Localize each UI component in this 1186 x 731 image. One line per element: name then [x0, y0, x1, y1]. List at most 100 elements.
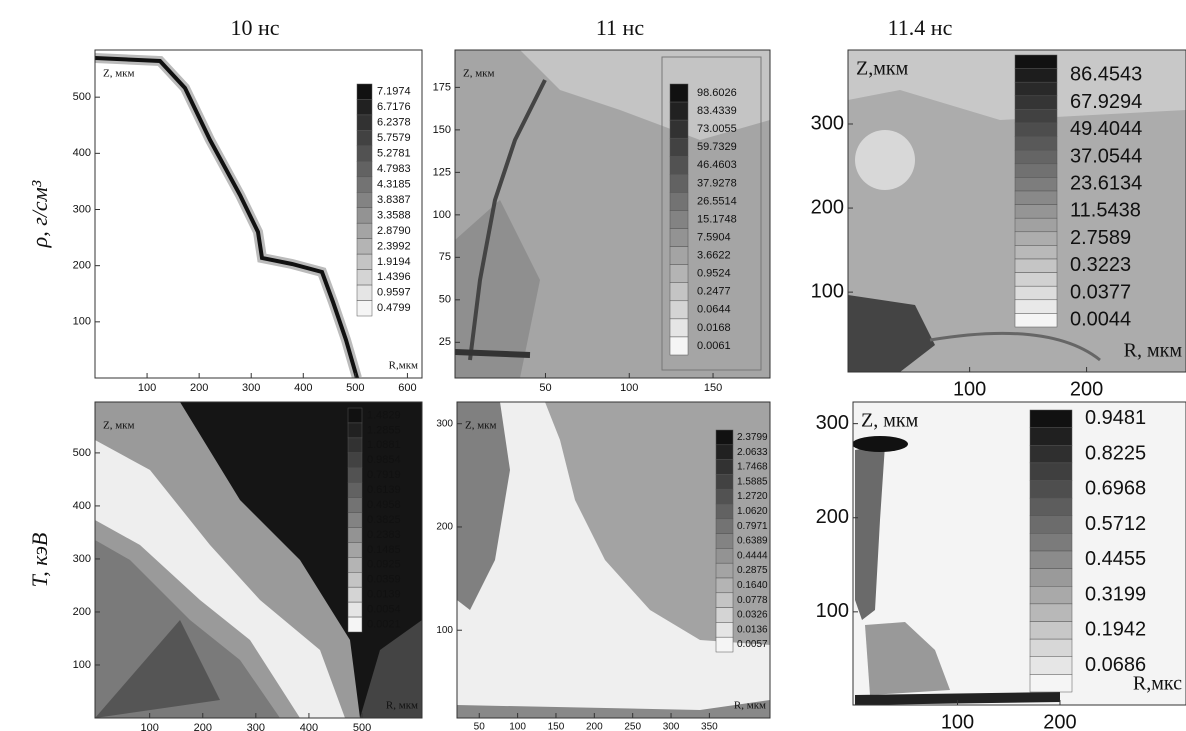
colorbar-segment	[1014, 258, 1058, 273]
colorbar-label: 1.2855	[367, 424, 401, 436]
column-title: 11.4 нс	[888, 15, 953, 40]
colorbar-label: 0.1640	[737, 580, 768, 591]
colorbar-segment	[356, 130, 373, 147]
colorbar-label: 1.0620	[737, 506, 768, 517]
y-tick-label: 125	[433, 166, 451, 178]
colorbar-label: 1.5885	[737, 476, 768, 487]
y-tick-label: 300	[811, 112, 844, 134]
colorbar-label: 0.0377	[1070, 281, 1131, 303]
colorbar-label: 0.0359	[367, 574, 401, 586]
colorbar-segment	[347, 482, 363, 498]
contour-field	[455, 50, 770, 378]
colorbar-label: 4.7983	[377, 163, 411, 175]
colorbar-label: 7.5904	[697, 231, 731, 243]
x-tick-label: 500	[353, 722, 371, 731]
x-tick-label: 100	[509, 722, 526, 731]
x-tick-label: 50	[474, 722, 486, 731]
colorbar-label: 5.2781	[377, 148, 411, 160]
colorbar-segment	[669, 282, 689, 302]
y-tick-label: 100	[73, 316, 91, 328]
y-tick-label: 25	[439, 336, 451, 348]
contour-field	[95, 50, 422, 378]
colorbar-label: 6.7176	[377, 101, 411, 113]
x-tick-label: 100	[140, 722, 158, 731]
colorbar-label: 7.1974	[377, 86, 411, 98]
colorbar-label: 0.3825	[367, 514, 401, 526]
colorbar-segment	[347, 527, 363, 543]
colorbar-segment	[715, 607, 734, 623]
colorbar-segment	[356, 284, 373, 301]
colorbar-segment	[356, 238, 373, 255]
y-axis-label: Z, мкм	[861, 410, 919, 432]
x-tick-label: 400	[294, 382, 312, 394]
y-tick-label: 100	[73, 659, 91, 671]
colorbar-segment	[347, 616, 363, 633]
colorbar-label: 37.0544	[1070, 145, 1142, 167]
colorbar-segment	[715, 636, 734, 653]
colorbar-label: 0.0778	[737, 595, 768, 606]
y-axis-label: Z, мкм	[103, 68, 135, 80]
colorbar-label: 0.0044	[1070, 308, 1131, 330]
colorbar-label: 0.0057	[737, 639, 768, 650]
y-tick-label: 75	[439, 251, 451, 263]
colorbar-label: 0.6389	[737, 536, 768, 547]
colorbar-segment	[1014, 136, 1058, 151]
colorbar-segment	[347, 497, 363, 513]
colorbar-label: 0.7919	[367, 469, 401, 481]
colorbar-segment	[715, 459, 734, 475]
x-tick-label: 400	[300, 722, 318, 731]
colorbar-segment	[356, 161, 373, 178]
colorbar-label: 0.0686	[1085, 654, 1146, 676]
colorbar-label: 0.0326	[737, 610, 768, 621]
colorbar-segment	[715, 533, 734, 549]
column-title: 11 нс	[596, 15, 644, 40]
colorbar-label: 0.3199	[1085, 583, 1146, 605]
colorbar-segment	[715, 429, 734, 446]
colorbar-segment	[1029, 656, 1073, 675]
colorbar-label: 98.6026	[697, 87, 737, 99]
colorbar-segment	[715, 474, 734, 490]
colorbar-segment	[1029, 497, 1073, 516]
colorbar-label: 86.4543	[1070, 64, 1142, 86]
colorbar-label: 0.6968	[1085, 478, 1146, 500]
colorbar-label: 3.3588	[377, 209, 411, 221]
colorbar-segment	[1014, 122, 1058, 137]
colorbar-label: 0.5712	[1085, 513, 1146, 535]
colorbar-label: 0.4444	[737, 550, 768, 561]
colorbar-segment	[356, 207, 373, 224]
colorbar-segment	[1014, 163, 1058, 178]
y-tick-label: 300	[816, 412, 849, 434]
x-tick-label: 300	[247, 722, 265, 731]
colorbar-segment	[669, 336, 689, 356]
contour-field	[95, 402, 422, 718]
colorbar-segment	[1014, 204, 1058, 219]
colorbar-segment	[669, 300, 689, 320]
panel-frames	[94, 49, 1186, 719]
row-label: ρ, г/см³	[27, 180, 52, 248]
colorbar-segment	[1029, 409, 1073, 428]
colorbar-segment	[669, 210, 689, 229]
colorbar-segment	[356, 269, 373, 286]
colorbar-segment	[347, 422, 363, 439]
x-tick-label: 200	[1070, 378, 1103, 400]
x-tick-label: 500	[346, 382, 364, 394]
colorbar-segment	[356, 99, 373, 116]
row-label: T, кэВ	[27, 533, 52, 588]
colorbar-label: 1.4829	[367, 409, 401, 421]
colorbar-segment	[715, 548, 734, 564]
colorbar-label: 1.4396	[377, 271, 411, 283]
colorbar-segment	[356, 83, 373, 100]
colorbar-segment	[669, 246, 689, 265]
colorbar-segment	[715, 488, 734, 505]
y-tick-label: 50	[439, 294, 451, 306]
x-tick-label: 100	[620, 382, 638, 394]
colorbar-label: 0.1485	[367, 544, 401, 556]
colorbar-segment	[1029, 674, 1073, 693]
colorbar-segment	[1014, 95, 1058, 110]
colorbar-label: 0.3223	[1070, 254, 1131, 276]
colorbar-label: 0.9481	[1085, 407, 1146, 429]
colorbar-segment	[347, 586, 363, 603]
colorbar-segment	[347, 437, 363, 454]
colorbar-segment	[1029, 445, 1073, 464]
colorbar-label: 0.4799	[377, 302, 411, 314]
